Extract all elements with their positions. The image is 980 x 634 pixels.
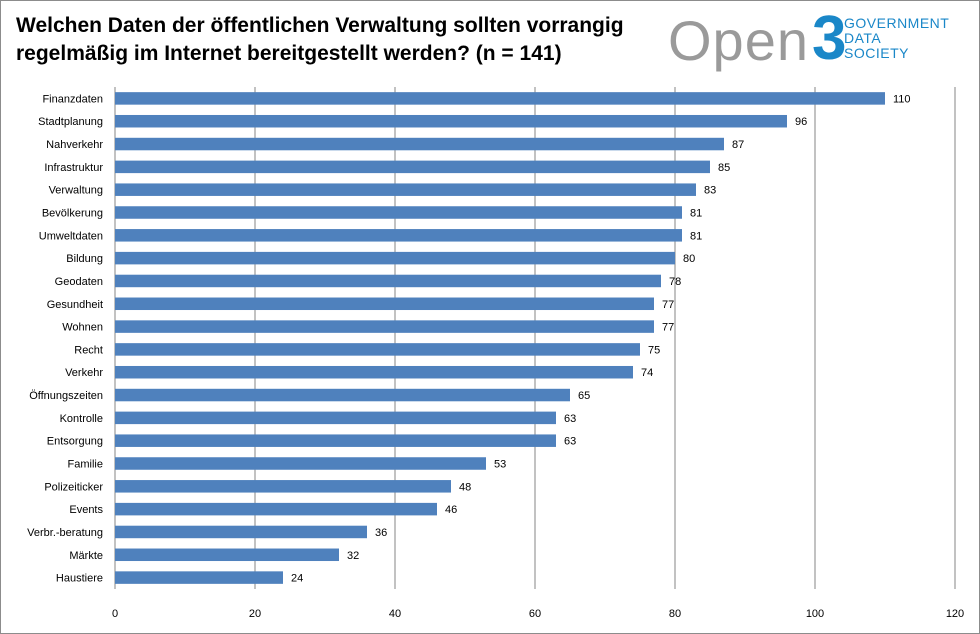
- bar: [115, 434, 556, 447]
- category-label: Haustiere: [56, 573, 103, 585]
- data-label: 96: [795, 116, 807, 128]
- data-label: 32: [347, 550, 359, 562]
- bars: [115, 92, 885, 584]
- bar: [115, 457, 486, 470]
- category-label: Märkte: [69, 550, 103, 562]
- data-label: 46: [445, 504, 457, 516]
- data-label: 63: [564, 436, 576, 448]
- bar: [115, 114, 787, 128]
- x-tick-label: 40: [389, 608, 401, 620]
- logo-word-society: SOCIETY: [844, 45, 909, 61]
- bar: [115, 297, 654, 311]
- data-label: 87: [732, 139, 744, 151]
- x-tick-label: 60: [529, 608, 541, 620]
- data-label: 77: [662, 322, 674, 334]
- bar: [115, 137, 724, 151]
- category-label: Entsorgung: [47, 436, 103, 448]
- data-label: 81: [690, 208, 702, 220]
- category-labels: Finanzdaten Stadtplanung Nahverkehr Infrast…: [27, 93, 103, 584]
- data-label: 65: [578, 390, 590, 402]
- category-label: Wohnen: [62, 322, 103, 334]
- category-label: Familie: [68, 459, 103, 471]
- bar: [115, 251, 675, 265]
- category-label: Bildung: [66, 253, 103, 265]
- category-label: Events: [69, 504, 103, 516]
- category-label: Stadtplanung: [38, 116, 103, 128]
- category-label: Verkehr: [65, 367, 103, 379]
- category-label: Polizeiticker: [44, 481, 103, 493]
- bar: [115, 229, 682, 242]
- bar: [115, 92, 885, 105]
- data-label: 75: [648, 344, 660, 356]
- bar: [115, 571, 283, 584]
- data-label: 24: [291, 573, 303, 585]
- x-tick-label: 80: [669, 608, 681, 620]
- chart-title: Welchen Daten der öffentlichen Verwaltun…: [16, 14, 624, 65]
- logo-words: GOVERNMENT DATA SOCIETY: [844, 16, 949, 61]
- logo-three: 3: [812, 4, 847, 73]
- bar: [115, 548, 339, 562]
- data-label: 80: [683, 253, 695, 265]
- category-label: Kontrolle: [60, 413, 103, 425]
- data-label: 36: [375, 527, 387, 539]
- x-tick-label: 100: [806, 608, 824, 620]
- category-label: Öffnungszeiten: [29, 390, 103, 402]
- data-label: 85: [718, 162, 730, 174]
- bar: [115, 160, 710, 174]
- data-label: 81: [690, 230, 702, 242]
- data-label: 74: [641, 367, 653, 379]
- data-label: 77: [662, 299, 674, 311]
- value-labels: 1109687858381818078777775746563635348463…: [291, 93, 911, 584]
- category-label: Gesundheit: [47, 299, 103, 311]
- data-label: 110: [893, 93, 911, 105]
- bar: [115, 480, 451, 493]
- logo-word-government: GOVERNMENT: [844, 15, 950, 31]
- data-label: 83: [704, 185, 716, 197]
- logo-open-text: Open: [668, 9, 809, 72]
- category-label: Infrastruktur: [44, 162, 103, 174]
- category-label: Nahverkehr: [46, 139, 103, 151]
- bar: [115, 502, 437, 516]
- bar: [115, 274, 661, 288]
- data-label: 63: [564, 413, 576, 425]
- bar: [115, 365, 633, 379]
- bar: [115, 388, 570, 402]
- category-label: Verwaltung: [49, 185, 103, 197]
- logo-word-data: DATA: [844, 30, 882, 46]
- x-tick-label: 120: [946, 608, 964, 620]
- data-label: 48: [459, 481, 471, 493]
- open3-logo: Open 3 GOVERNMENT DATA SOCIETY: [668, 4, 968, 73]
- bar: [115, 206, 682, 219]
- bar: [115, 183, 696, 196]
- data-label: 53: [494, 459, 506, 471]
- bar: [115, 525, 367, 539]
- data-label: 78: [669, 276, 681, 288]
- category-label: Bevölkerung: [42, 208, 103, 220]
- bar: [115, 320, 654, 333]
- category-label: Recht: [74, 344, 103, 356]
- category-label: Geodaten: [55, 276, 103, 288]
- x-tick-label: 20: [249, 608, 261, 620]
- bar: [115, 343, 640, 356]
- x-axis-ticks: 0 20 40 60 80 100 120: [112, 608, 964, 620]
- bar: [115, 411, 556, 425]
- x-tick-label: 0: [112, 608, 118, 620]
- category-label: Umweltdaten: [39, 230, 103, 242]
- category-label: Finanzdaten: [42, 93, 103, 105]
- category-label: Verbr.-beratung: [27, 527, 103, 539]
